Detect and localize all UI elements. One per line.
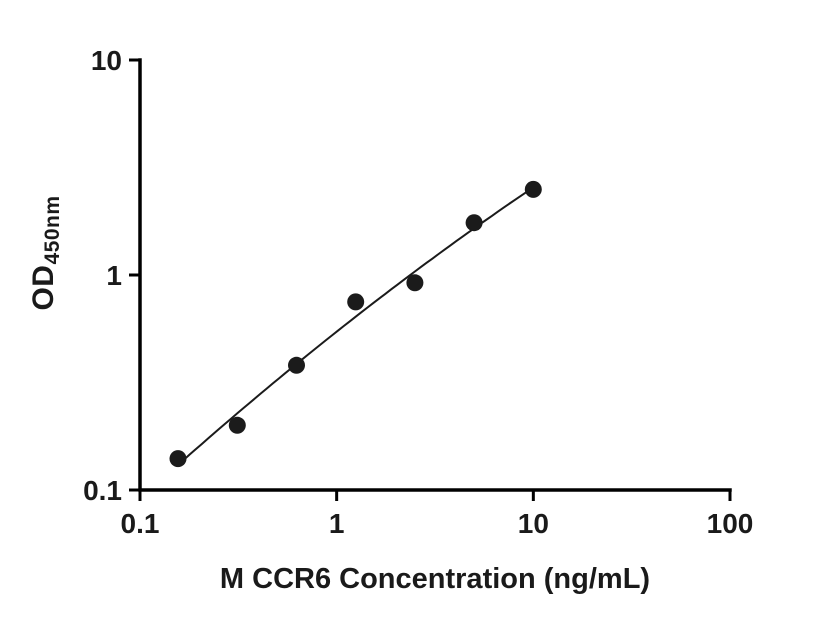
data-point: [524, 180, 542, 198]
y-tick-label: 0.1: [83, 475, 122, 506]
x-tick-label: 10: [518, 508, 549, 539]
y-axis-label-subscript: 450nm: [41, 195, 64, 265]
data-point: [169, 450, 187, 468]
x-tick-label: 1: [329, 508, 345, 539]
data-point: [288, 356, 305, 374]
y-axis-label: OD450nm: [27, 195, 65, 310]
y-axis-label-text: OD: [27, 264, 60, 311]
x-tick-label: 0.1: [121, 508, 160, 539]
y-tick-label: 10: [91, 45, 122, 76]
data-point: [228, 416, 246, 434]
x-tick-label: 100: [707, 508, 754, 539]
data-point: [347, 293, 365, 311]
axis-lines: [138, 58, 732, 492]
y-tick-label: 1: [106, 260, 122, 291]
data-point: [465, 214, 483, 232]
data-point: [406, 274, 424, 292]
x-axis-label: M CCR6 Concentration (ng/mL): [219, 563, 651, 595]
